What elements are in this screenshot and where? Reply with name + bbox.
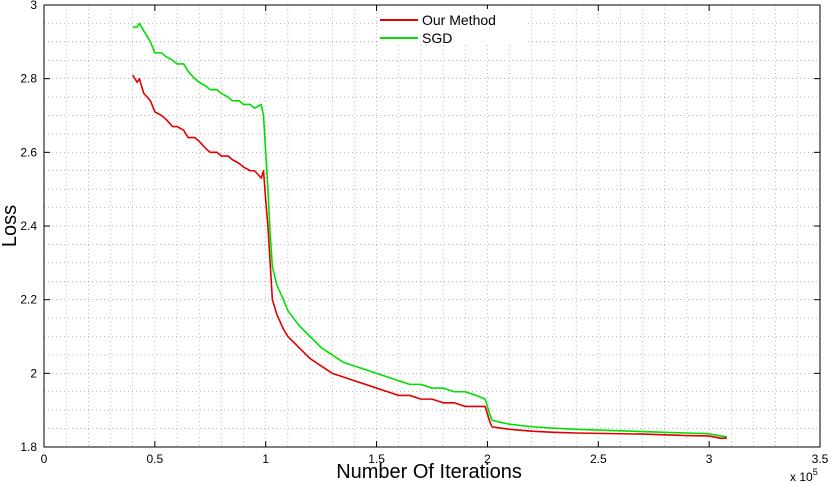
legend: Our Method SGD <box>377 9 527 46</box>
x-tick-label: 0.5 <box>147 452 164 466</box>
axis-ticks <box>43 4 821 448</box>
series-lines <box>132 22 727 439</box>
series-line-our-method <box>132 74 727 439</box>
y-tick-label: 2.8 <box>20 72 37 86</box>
y-tick-label: 1.8 <box>20 440 37 454</box>
y-tick-label: 3 <box>30 0 37 12</box>
x-tick-label: 3.5 <box>812 452 829 466</box>
x-tick-label: 3 <box>706 452 713 466</box>
y-axis-title: Loss <box>0 205 21 247</box>
axis-tick-labels: 0 0.5 1 1.5 2 2.5 3 3.5 1.8 2 2.2 2.4 2.6 2.8 3 <box>20 0 828 466</box>
x-tick-label: 0 <box>41 452 48 466</box>
y-tick-label: 2.2 <box>20 293 37 307</box>
x-axis-title: Number Of Iterations <box>336 461 522 483</box>
y-tick-label: 2.6 <box>20 145 37 159</box>
x-axis-multiplier: x 105 <box>790 467 818 483</box>
y-tick-label: 2 <box>30 366 37 380</box>
x-tick-label: 1 <box>262 452 269 466</box>
y-tick-label: 2.4 <box>20 219 37 233</box>
legend-label-our-method: Our Method <box>422 12 496 28</box>
x-tick-label: 2.5 <box>590 452 607 466</box>
x-axis-multiplier-exponent: 5 <box>813 467 818 477</box>
x-axis-multiplier-base: x 10 <box>790 470 813 483</box>
series-line-sgd <box>132 22 727 438</box>
x-tick-label: 2 <box>484 452 491 466</box>
x-tick-label: 1.5 <box>368 452 385 466</box>
legend-label-sgd: SGD <box>422 30 452 46</box>
